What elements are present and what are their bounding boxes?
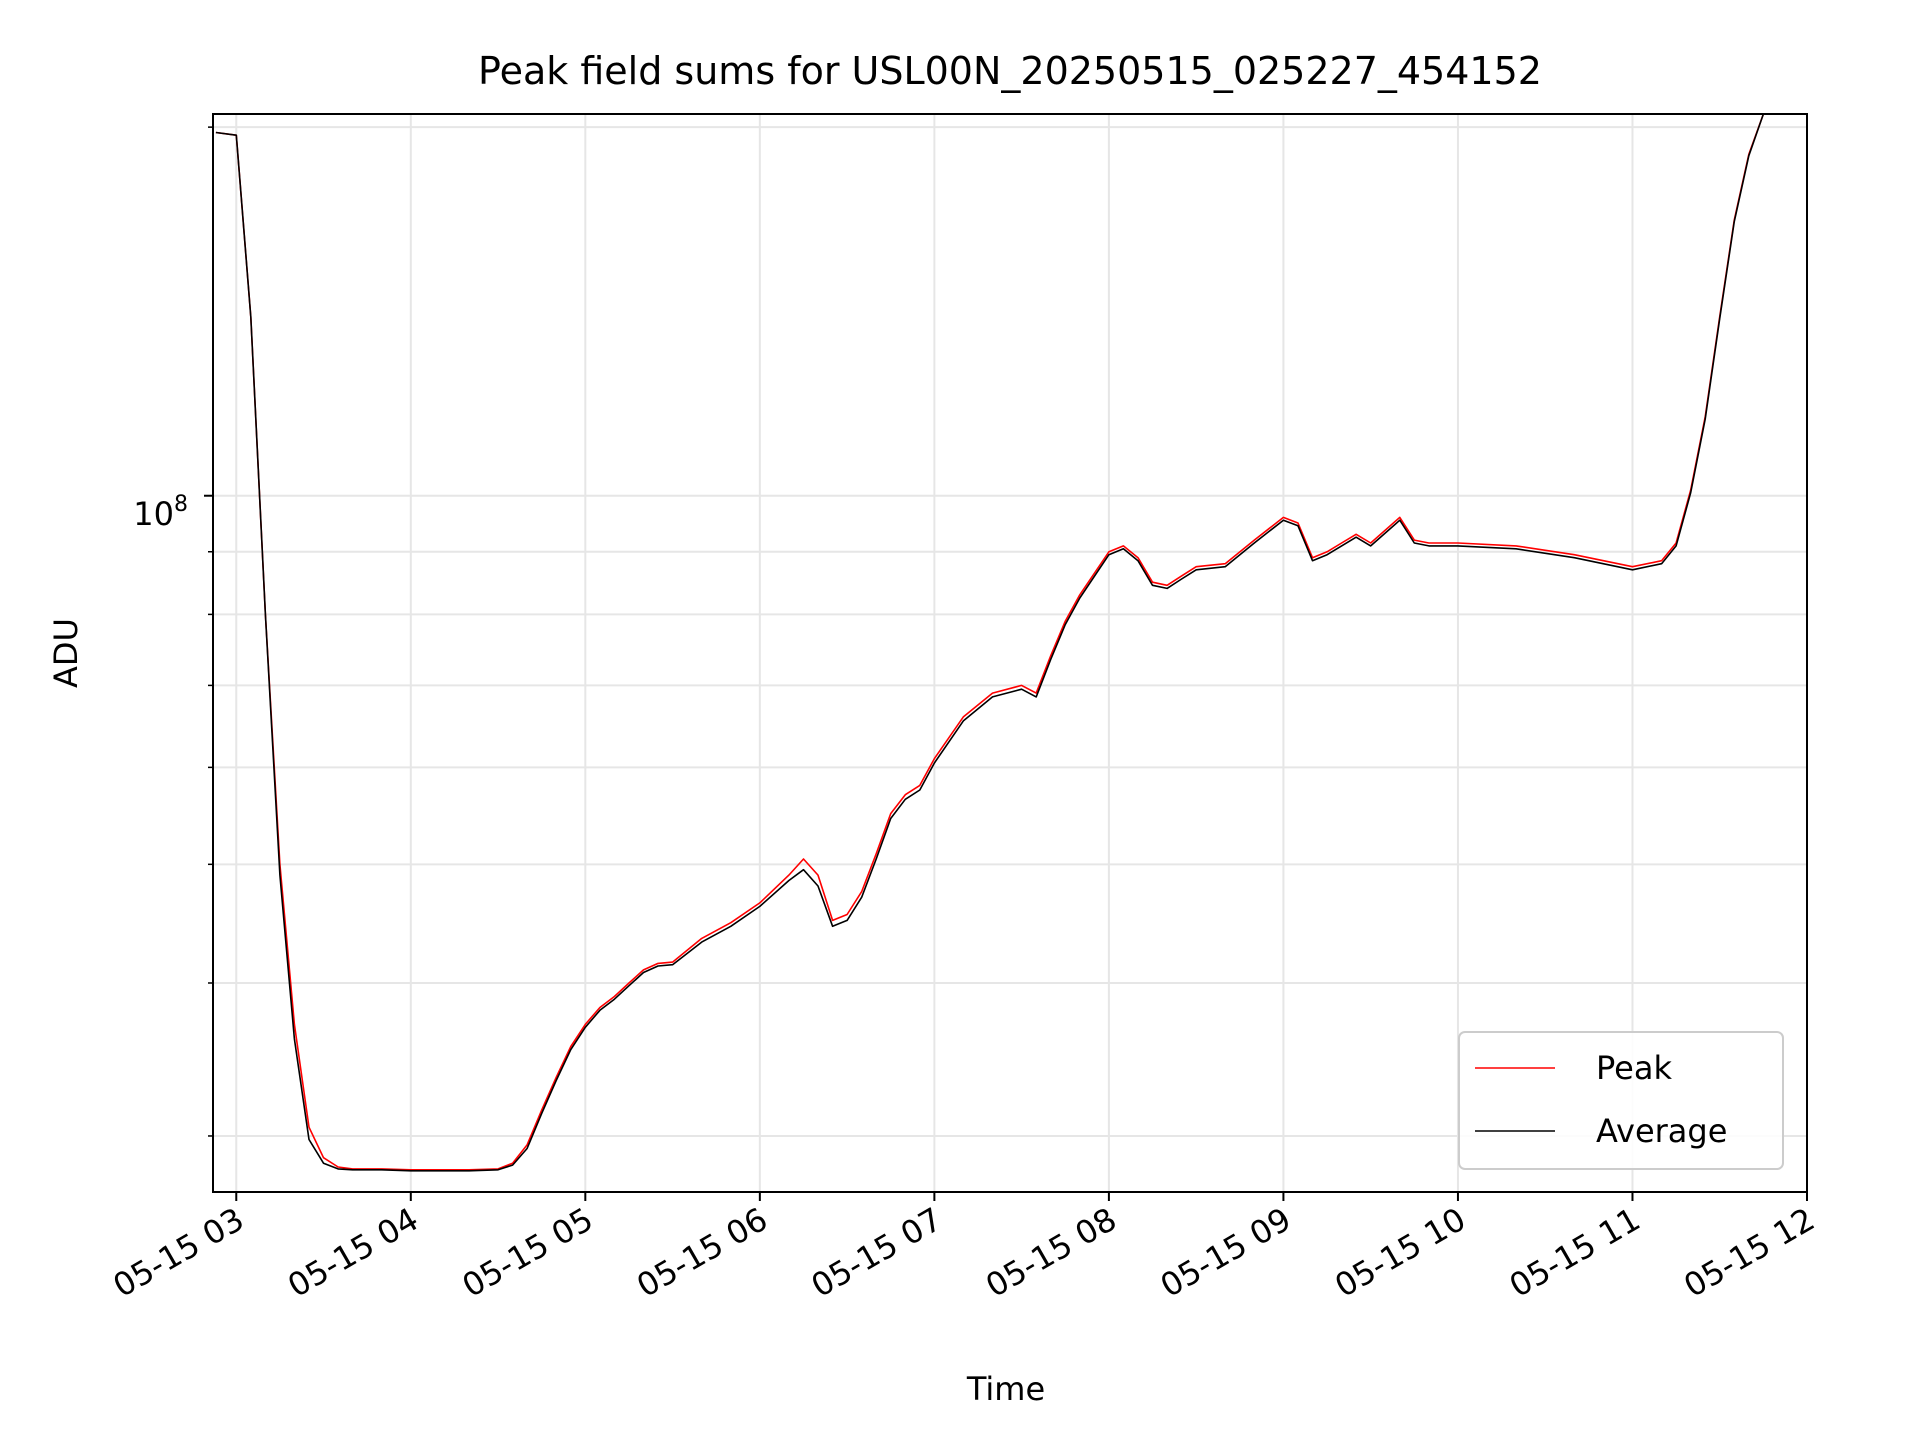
chart-title: Peak field sums for USL00N_20250515_0252… xyxy=(478,49,1542,93)
peak-series-line xyxy=(215,114,1778,1171)
y-axis-label: ADU xyxy=(47,618,85,688)
y-tick-label-base: 10 xyxy=(133,495,174,533)
plot-frame xyxy=(212,113,1808,1193)
legend-peak-label: Peak xyxy=(1596,1049,1672,1087)
legend-box xyxy=(1458,1031,1784,1170)
series-layer xyxy=(215,114,1778,1172)
y-tick-label-1e8: 108 xyxy=(133,492,188,533)
legend: Peak Average xyxy=(1458,1031,1784,1170)
y-tick-label-exponent: 8 xyxy=(174,492,188,517)
average-series-line xyxy=(215,114,1778,1172)
x-axis-label: Time xyxy=(966,1370,1045,1408)
legend-average-label: Average xyxy=(1596,1112,1727,1150)
